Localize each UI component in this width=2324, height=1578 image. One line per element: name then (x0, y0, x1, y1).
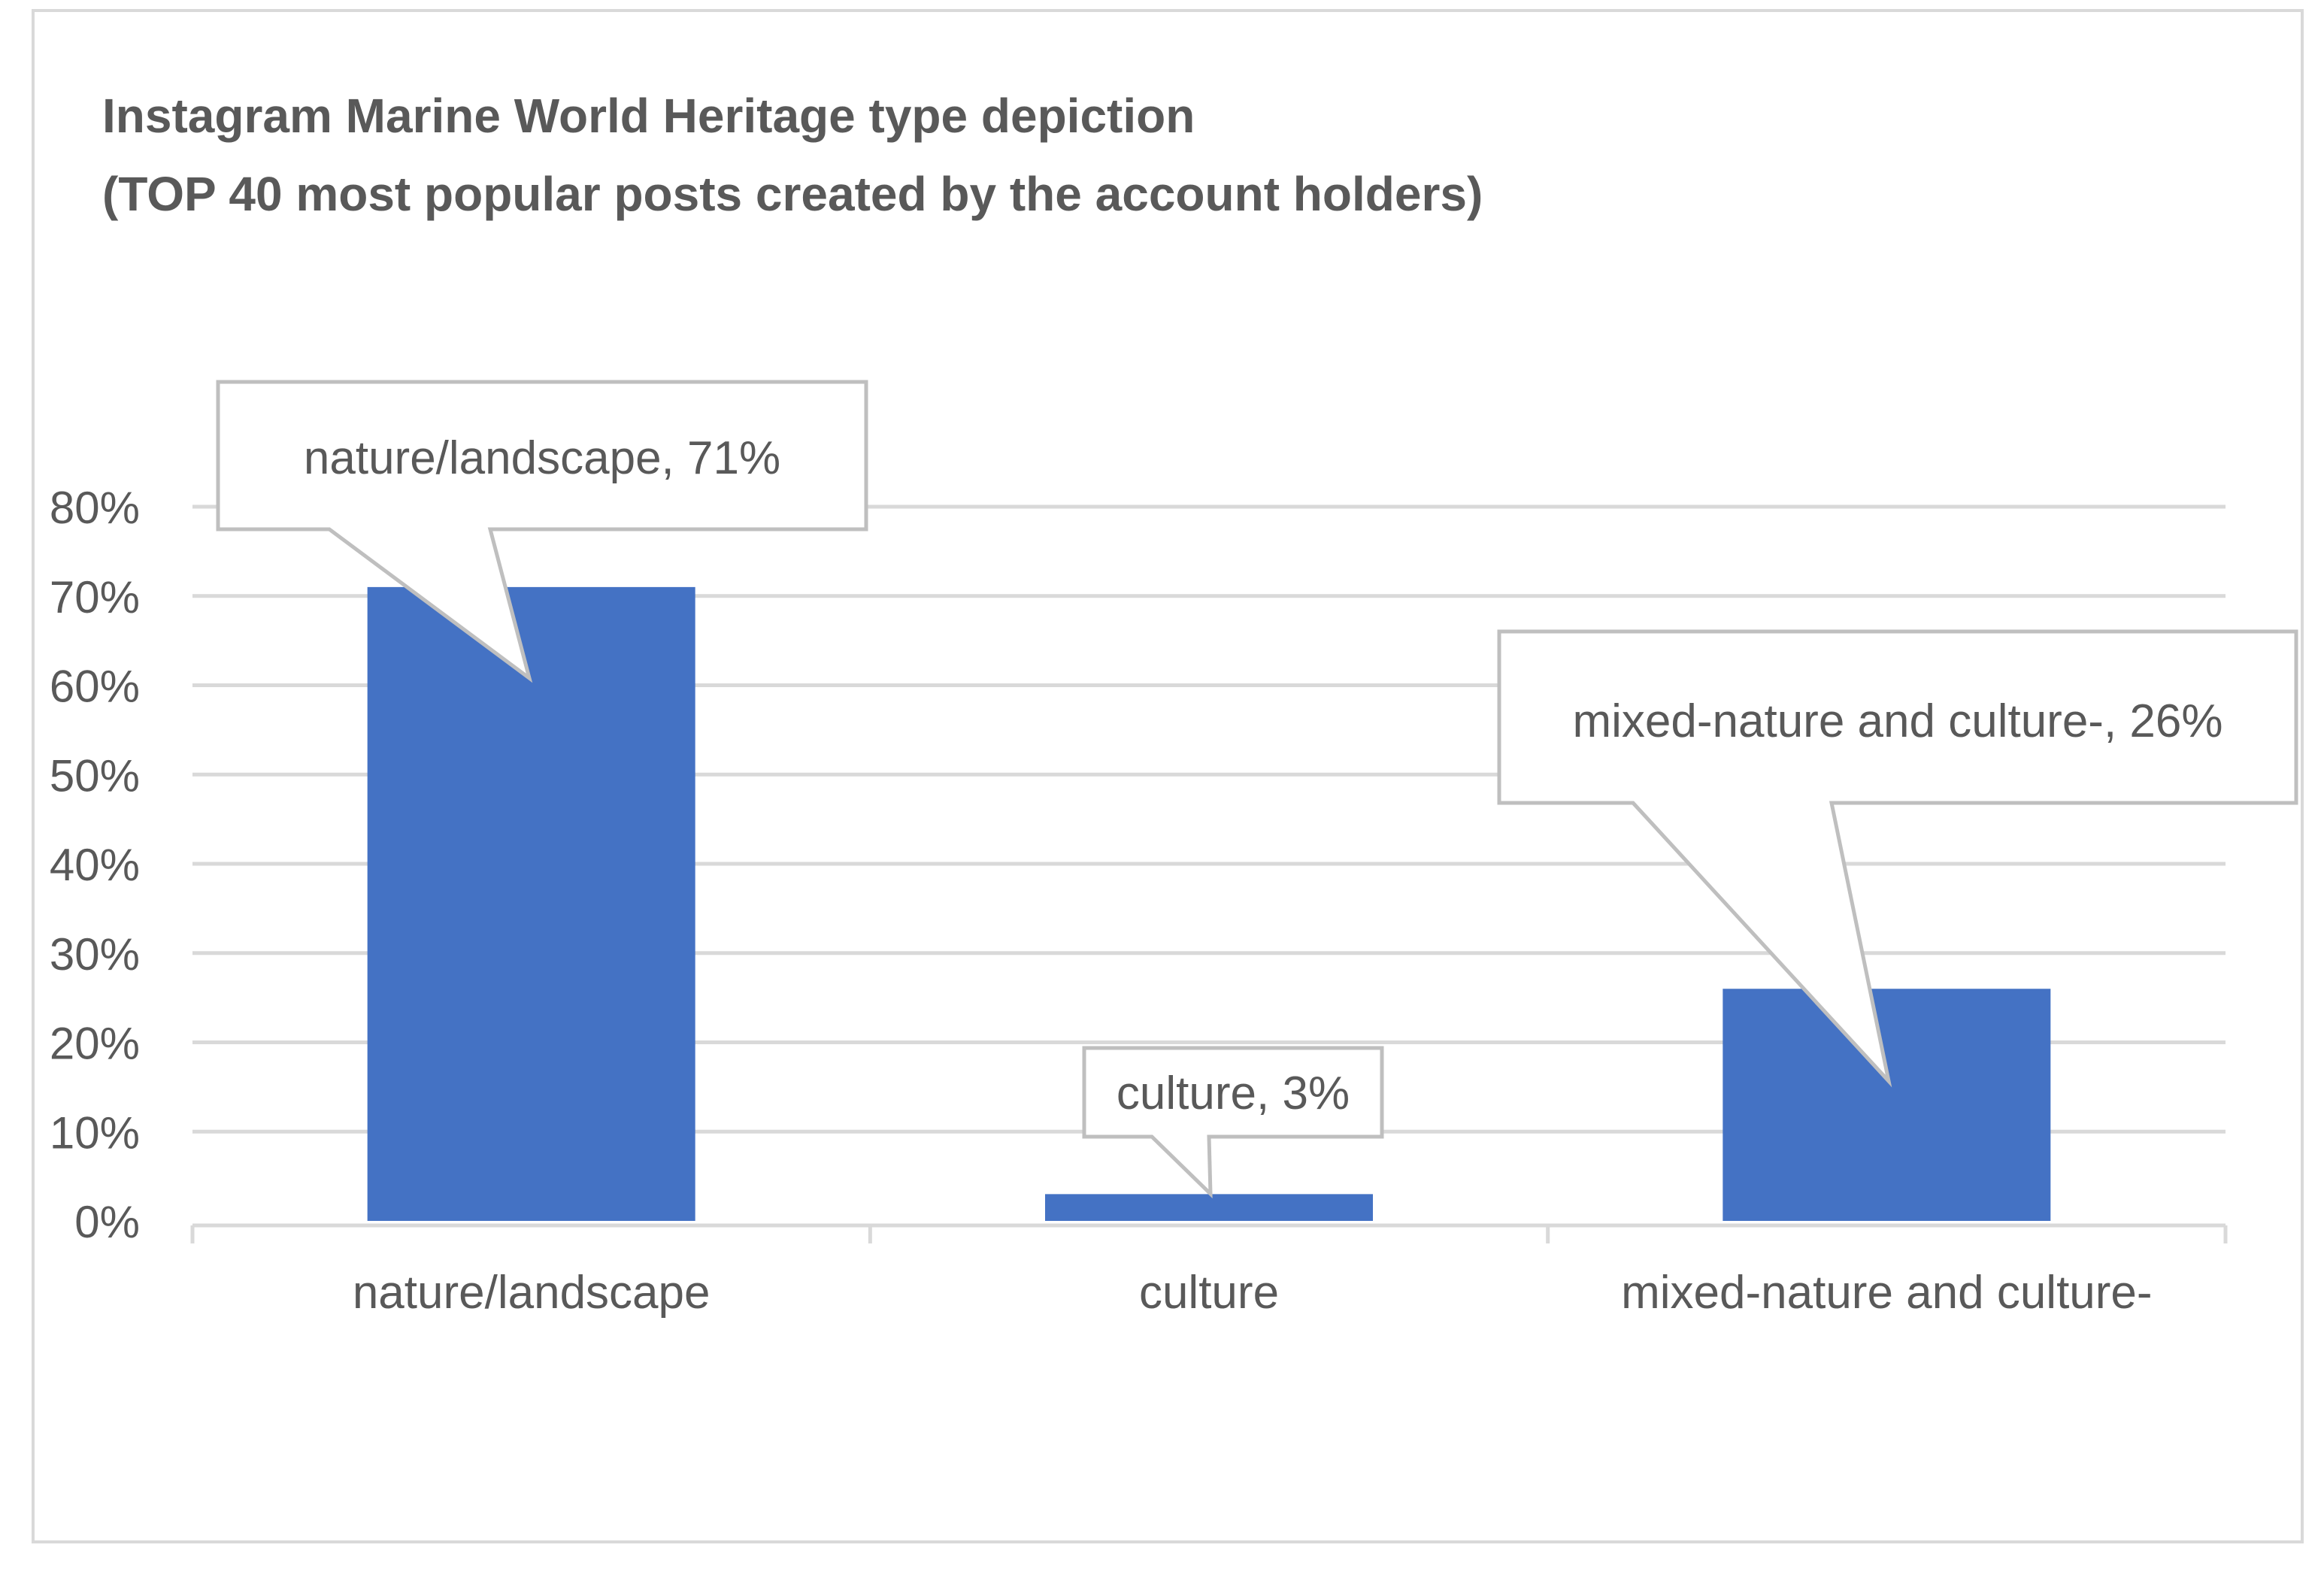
data-label-callout (216, 380, 868, 683)
y-tick-label: 80% (50, 483, 140, 533)
y-axis-ticks: 0% 10% 20% 30% 40% 50% 60% 70% 80% (50, 483, 140, 1247)
data-label-callout (1497, 629, 2298, 1088)
bars (367, 586, 2051, 1221)
data-label: mixed-nature and culture-, 26% (1572, 695, 2222, 747)
x-axis (190, 1223, 2228, 1243)
bar (1045, 1194, 1373, 1221)
data-label-callout (1082, 1046, 1384, 1199)
y-tick-label: 60% (50, 662, 140, 712)
y-tick-label: 20% (50, 1019, 140, 1069)
data-label: culture, 3% (1117, 1068, 1350, 1119)
y-tick-label: 70% (50, 572, 140, 622)
data-label: nature/landscape, 71% (304, 432, 780, 484)
x-tick-label: mixed-nature and culture- (1621, 1267, 2152, 1319)
bar (367, 586, 695, 1221)
y-tick-label: 30% (50, 929, 140, 980)
chart-title: Instagram Marine World Heritage type dep… (102, 89, 1195, 143)
x-tick-label: nature/landscape (353, 1267, 711, 1319)
bar (1723, 989, 2051, 1221)
y-tick-label: 10% (50, 1107, 140, 1158)
x-axis-ticks: nature/landscape culture mixed-nature and … (353, 1267, 2153, 1319)
chart-subtitle: (TOP 40 most popular posts created by th… (102, 167, 1483, 221)
y-tick-label: 0% (74, 1197, 140, 1247)
y-tick-label: 50% (50, 750, 140, 801)
x-tick-label: culture (1139, 1267, 1279, 1319)
y-tick-label: 40% (50, 840, 140, 890)
data-label-callouts: nature/landscape, 71% culture, 3% mixed-na… (216, 380, 2298, 1199)
